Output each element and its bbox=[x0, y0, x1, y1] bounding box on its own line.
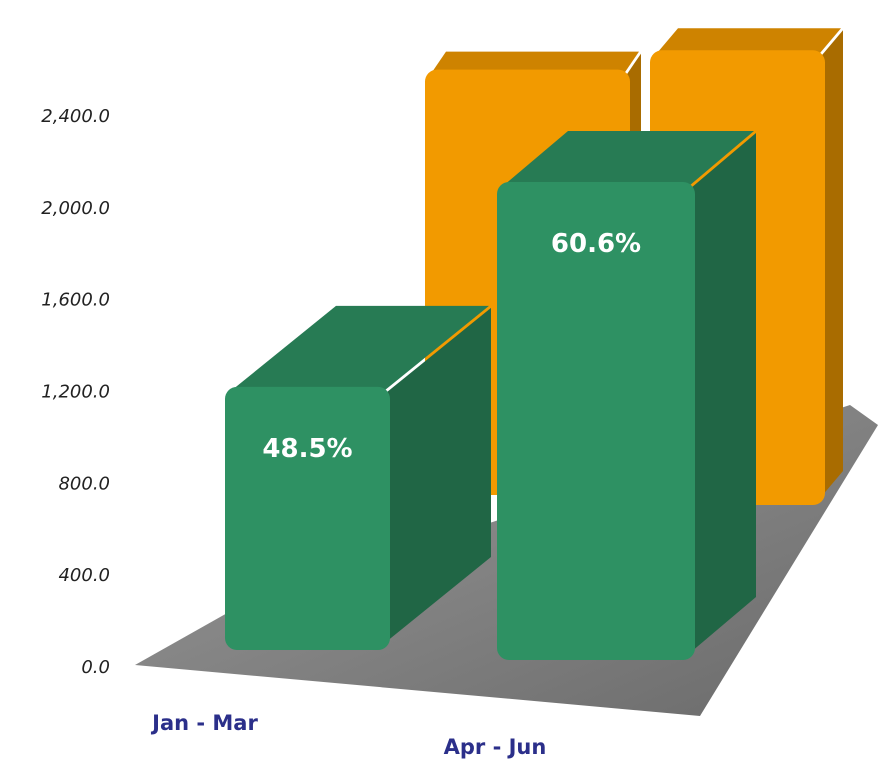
x-tick-label: Jan - Mar bbox=[150, 711, 258, 735]
bar-top bbox=[656, 28, 841, 55]
bar-top bbox=[231, 305, 489, 391]
y-tick-label: 0.0 bbox=[81, 657, 110, 678]
x-tick-label: Apr - Jun bbox=[444, 735, 547, 759]
bar-top bbox=[503, 131, 754, 187]
y-tick-label: 1,200.0 bbox=[41, 382, 110, 403]
y-tick-label: 1,600.0 bbox=[41, 290, 110, 311]
data-label: 48.5% bbox=[262, 434, 352, 464]
y-tick-label: 400.0 bbox=[58, 565, 110, 586]
y-tick-label: 2,400.0 bbox=[41, 106, 110, 127]
bar bbox=[225, 386, 390, 650]
bar-side bbox=[821, 30, 843, 497]
y-tick-label: 800.0 bbox=[58, 473, 110, 494]
bar-side bbox=[386, 307, 491, 642]
bar bbox=[497, 182, 695, 660]
y-tick-label: 2,000.0 bbox=[41, 198, 110, 219]
data-label: 60.6% bbox=[551, 229, 641, 259]
bar-top bbox=[431, 51, 639, 74]
bar-side bbox=[691, 133, 756, 652]
